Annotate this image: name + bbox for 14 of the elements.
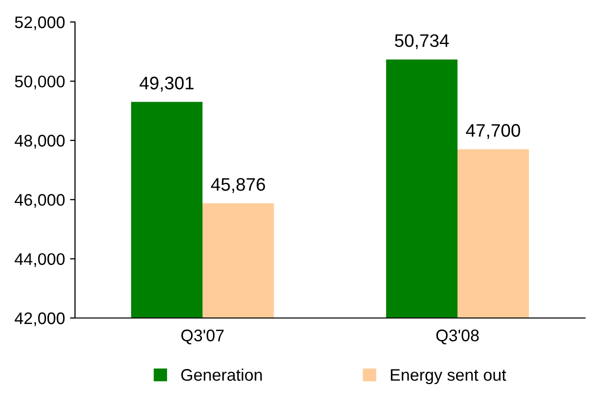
data-label: 45,876 (211, 178, 266, 193)
data-label: 50,734 (394, 34, 449, 50)
legend-label: Generation (181, 368, 262, 381)
y-tick-label: 46,000 (14, 194, 65, 208)
data-label: 49,301 (140, 76, 194, 92)
y-tick-label: 48,000 (14, 134, 65, 149)
x-tick-label: Q3'07 (181, 330, 224, 344)
x-tick-label: Q3'08 (436, 330, 479, 344)
legend-label: Energy sent out (390, 369, 506, 384)
y-tick-label: 42,000 (14, 312, 65, 326)
y-tick-label: 44,000 (14, 253, 65, 267)
data-label: 47,700 (466, 124, 520, 139)
y-tick-label: 50,000 (14, 76, 65, 90)
y-tick-label: 52,000 (14, 16, 65, 30)
